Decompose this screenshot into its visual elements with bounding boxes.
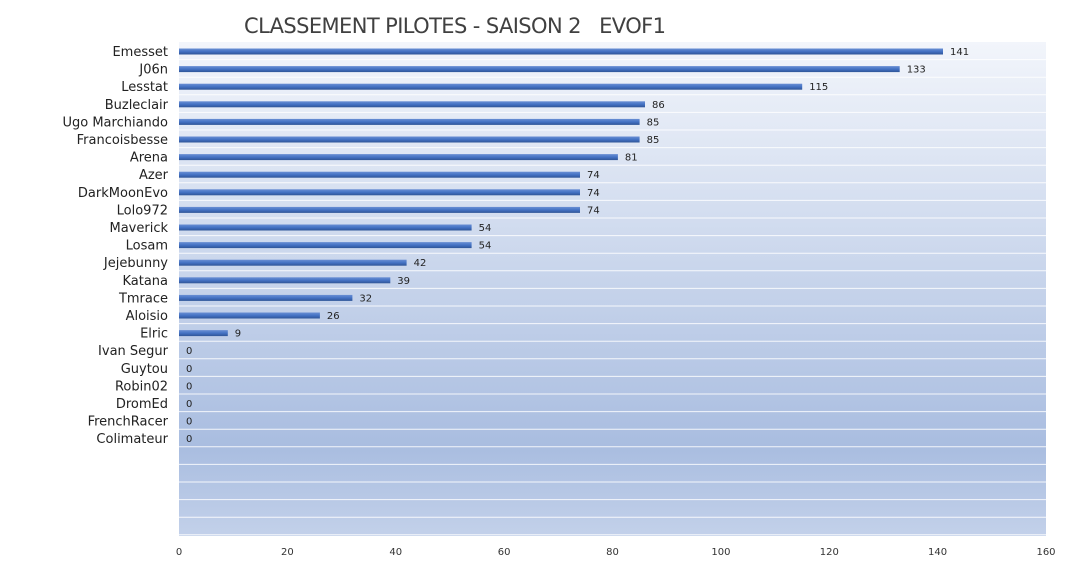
bar: [179, 206, 580, 213]
bar: [179, 154, 618, 161]
data-label: 0: [186, 399, 192, 410]
category-label: Katana: [122, 274, 168, 289]
data-label: 32: [359, 293, 372, 304]
data-label: 81: [625, 153, 638, 164]
category-label: Maverick: [109, 221, 168, 236]
plot-area: [179, 42, 1046, 536]
data-label: 74: [587, 188, 600, 199]
bar: [179, 83, 803, 90]
category-label: Ivan Segur: [98, 344, 169, 359]
bar: [179, 66, 900, 73]
x-tick-label: 140: [928, 547, 947, 558]
category-labels: Emesset J06n Lesstat Buzleclair Ugo Marchian…: [62, 45, 168, 447]
data-label: 39: [397, 276, 410, 287]
data-label: 0: [186, 346, 192, 357]
bar: [179, 242, 472, 249]
bars: [179, 48, 943, 337]
category-label: Arena: [130, 151, 168, 166]
x-tick-label: 160: [1036, 547, 1055, 558]
bar: [179, 294, 353, 301]
x-tick-label: 60: [498, 547, 511, 558]
category-label: Guytou: [121, 362, 168, 377]
x-tick-label: 0: [176, 547, 182, 558]
gridlines: [179, 59, 1046, 536]
bar: [179, 259, 407, 266]
data-label: 0: [186, 364, 192, 375]
x-tick-label: 80: [606, 547, 619, 558]
data-label: 9: [235, 329, 241, 340]
category-label: J06n: [138, 63, 168, 78]
x-tick-label: 120: [820, 547, 839, 558]
category-label: Colimateur: [96, 432, 168, 447]
data-label: 133: [907, 65, 926, 76]
data-label: 74: [587, 205, 600, 216]
data-label: 54: [479, 223, 492, 234]
data-label: 26: [327, 311, 340, 322]
category-label: Azer: [139, 168, 169, 183]
bar: [179, 48, 943, 55]
x-axis-ticks: 0 20 40 60 80 100 120 140 160: [176, 547, 1056, 558]
value-labels: 141 133 115 86 85 85 81 74 74 74 54 54 42 39 32 26 9 0 0 0 0…: [186, 47, 969, 445]
category-label: Aloisio: [126, 309, 168, 324]
data-label: 0: [186, 417, 192, 428]
category-label: Buzleclair: [105, 98, 169, 113]
bar: [179, 118, 640, 125]
category-label: Emesset: [112, 45, 168, 60]
bar: [179, 189, 580, 196]
data-label: 42: [414, 258, 427, 269]
category-label: Lolo972: [117, 203, 168, 218]
category-label: Francoisbesse: [77, 133, 168, 148]
category-label: FrenchRacer: [88, 415, 169, 430]
x-tick-label: 40: [389, 547, 402, 558]
category-label: Jejebunny: [103, 256, 168, 271]
bar: [179, 171, 580, 178]
category-label: Elric: [140, 327, 168, 342]
data-label: 141: [950, 47, 969, 58]
bar: [179, 277, 391, 284]
chart-title: CLASSEMENT PILOTES - SAISON 2 EVOF1: [244, 14, 666, 38]
category-label: Tmrace: [118, 291, 168, 306]
bar: [179, 312, 320, 319]
bar: [179, 224, 472, 231]
bar: [179, 101, 645, 108]
category-label: DarkMoonEvo: [78, 186, 168, 201]
data-label: 0: [186, 381, 192, 392]
category-label: DromEd: [116, 397, 168, 412]
data-label: 85: [647, 135, 660, 146]
bar: [179, 136, 640, 143]
category-label: Robin02: [115, 379, 168, 394]
data-label: 0: [186, 434, 192, 445]
data-label: 85: [647, 117, 660, 128]
x-tick-label: 100: [711, 547, 730, 558]
category-label: Ugo Marchiando: [62, 115, 168, 130]
data-label: 86: [652, 100, 665, 111]
data-label: 115: [809, 82, 828, 93]
category-label: Lesstat: [121, 80, 168, 95]
category-label: Losam: [126, 239, 168, 254]
data-label: 54: [479, 241, 492, 252]
x-tick-label: 20: [281, 547, 294, 558]
data-label: 74: [587, 170, 600, 181]
bar: [179, 330, 228, 337]
